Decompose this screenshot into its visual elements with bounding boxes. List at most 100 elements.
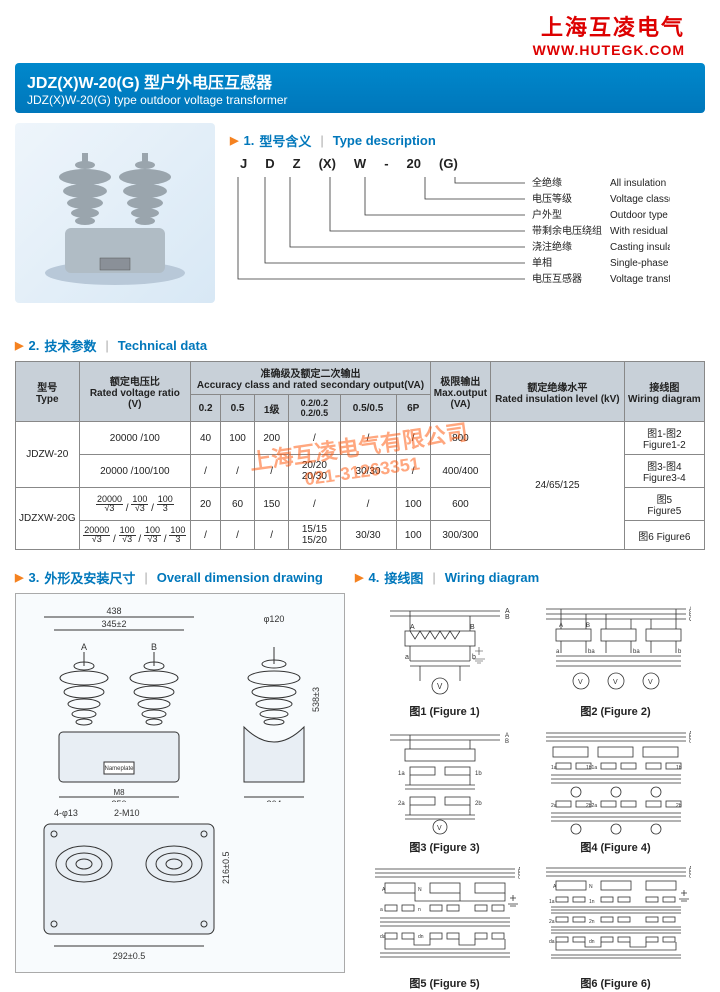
triangle-icon: ▶ [15,571,23,584]
svg-text:B: B [470,624,475,631]
svg-text:带剩余电压绕组: 带剩余电压绕组 [532,224,602,237]
svg-text:单相: 单相 [532,256,552,269]
svg-text:With residual voltage winding: With residual voltage winding [610,226,670,237]
wiring-fig-5: ABC AN an dadn 图5 (Figure 5) [363,863,526,991]
svg-text:350: 350 [111,799,126,802]
svg-text:A: A [410,624,415,631]
svg-text:1b1a: 1b1a [586,765,597,771]
svg-text:264: 264 [266,799,281,802]
svg-text:Nameplate: Nameplate [104,766,134,772]
svg-text:1a: 1a [549,899,555,905]
svg-text:2a: 2a [549,919,555,925]
table-row: JDZW-20 20000 /100 40100200 /// 800 24/6… [16,422,705,455]
triangle-icon: ▶ [355,571,363,584]
svg-text:n: n [418,907,421,913]
brand-block: 上海互凌电气 WWW.HUTEGK.COM [15,10,705,58]
svg-text:b: b [472,654,476,661]
wiring-fig-3: AB 1a1b 2a2b V 图3 (Figure 3) [363,727,526,855]
svg-text:All insulation: All insulation [610,178,666,189]
title-bar: JDZ(X)W-20(G) 型户外电压互感器 JDZ(X)W-20(G) typ… [15,63,705,113]
svg-text:538±3: 538±3 [311,687,321,712]
svg-text:C: C [689,617,691,623]
svg-text:ba: ba [633,649,640,655]
wiring-diagrams: AB AB ab V 图1 (Figure 1) ABC AB [355,593,705,973]
wiring-fig-4: ABC 1a1b1a1b 2a2b2a2b 图4 (Figure 4) [534,727,697,855]
svg-text:户外型: 户外型 [532,208,562,221]
svg-text:2-M10: 2-M10 [114,808,140,818]
svg-text:2n: 2n [589,919,595,925]
svg-text:a: a [380,907,383,913]
svg-text:N: N [589,884,593,890]
svg-text:V: V [648,679,653,686]
svg-text:dn: dn [589,939,595,945]
svg-text:438: 438 [106,606,121,616]
svg-text:a: a [405,654,409,661]
svg-text:B: B [505,739,509,745]
svg-text:A: A [81,642,87,652]
svg-text:216±0.5: 216±0.5 [221,852,231,884]
svg-text:ba: ba [588,649,595,655]
svg-text:2b2a: 2b2a [586,803,597,809]
s1-cn: 型号含义 [259,131,311,150]
th-type: 型号Type [16,362,80,422]
svg-text:A: A [553,884,557,890]
title-cn: JDZ(X)W-20(G) 型户外电压互感器 [27,69,693,93]
section-1-head: ▶ 1. 型号含义 | Type description [230,131,705,150]
svg-text:N: N [418,887,422,893]
svg-text:电压等级: 电压等级 [532,192,572,205]
svg-text:da: da [549,939,555,945]
triangle-icon: ▶ [230,134,238,147]
svg-text:B: B [151,642,157,652]
svg-text:1b: 1b [475,771,482,777]
wiring-fig-2: ABC AB ababab V V V 图2 (Figure 2) [534,601,697,719]
dimension-drawing: 438 345±2 A B Nameplate M8 350 φ120 [15,593,345,973]
svg-text:B: B [586,623,590,629]
svg-text:V: V [437,682,443,691]
svg-text:2b: 2b [475,801,482,807]
th-insul: 额定绝缘水平Rated insulation level (kV) [491,362,625,422]
brand-name-cn: 上海互凌电气 [15,10,685,42]
svg-text:Voltage class(kV): Voltage class(kV) [610,194,670,205]
svg-text:292±0.5: 292±0.5 [113,951,145,961]
triangle-icon: ▶ [15,339,23,352]
technical-data-table: 型号Type 额定电压比Rated voltage ratio(V) 准确级及额… [15,361,705,550]
svg-text:C: C [689,739,691,745]
svg-text:Voltage transformer: Voltage transformer [610,274,670,285]
type-code-row: J D Z (X) W - 20 (G) [240,156,705,171]
svg-text:1n: 1n [589,899,595,905]
th-max: 极限输出Max.output(VA) [430,362,490,422]
svg-text:a: a [556,649,560,655]
product-image [15,123,215,303]
th-ratio: 额定电压比Rated voltage ratio(V) [79,362,191,422]
th-accuracy: 准确级及额定二次输出Accuracy class and rated secon… [191,362,431,395]
svg-text:V: V [578,679,583,686]
wiring-fig-6: ABC AN 1a1n 2a2n dadn [534,863,697,991]
svg-text:2a: 2a [398,801,405,807]
svg-text:b: b [678,649,682,655]
s1-en: Type description [333,133,436,148]
title-en: JDZ(X)W-20(G) type outdoor voltage trans… [27,93,693,107]
svg-text:电压互感器: 电压互感器 [532,272,582,285]
svg-text:Single-phase: Single-phase [610,258,669,269]
wiring-fig-1: AB AB ab V 图1 (Figure 1) [363,601,526,719]
svg-text:V: V [437,825,442,832]
section-3-head: ▶ 3. 外形及安装尺寸 | Overall dimension drawing [15,568,345,587]
svg-text:4-φ13: 4-φ13 [54,808,78,818]
svg-text:φ120: φ120 [264,614,285,624]
th-wire: 接线图Wiring diagram [624,362,704,422]
svg-text:Casting insulation: Casting insulation [610,242,670,253]
svg-text:浇注绝缘: 浇注绝缘 [532,240,572,253]
s1-num: 1. [243,133,254,148]
svg-text:全绝缘: 全绝缘 [532,176,562,189]
svg-text:B: B [505,614,510,621]
svg-text:Outdoor type: Outdoor type [610,210,668,221]
svg-text:dn: dn [418,934,424,940]
svg-text:C: C [518,875,520,881]
section-2-head: ▶ 2. 技术参数 | Technical data [15,336,705,355]
svg-text:V: V [613,679,618,686]
section-4-head: ▶ 4. 接线图 | Wiring diagram [355,568,705,587]
svg-text:345±2: 345±2 [102,619,127,629]
brand-url: WWW.HUTEGK.COM [15,42,685,58]
svg-text:C: C [689,874,691,880]
type-bracket-diagram: 全绝缘All insulation 电压等级Voltage class(kV) … [230,175,670,325]
